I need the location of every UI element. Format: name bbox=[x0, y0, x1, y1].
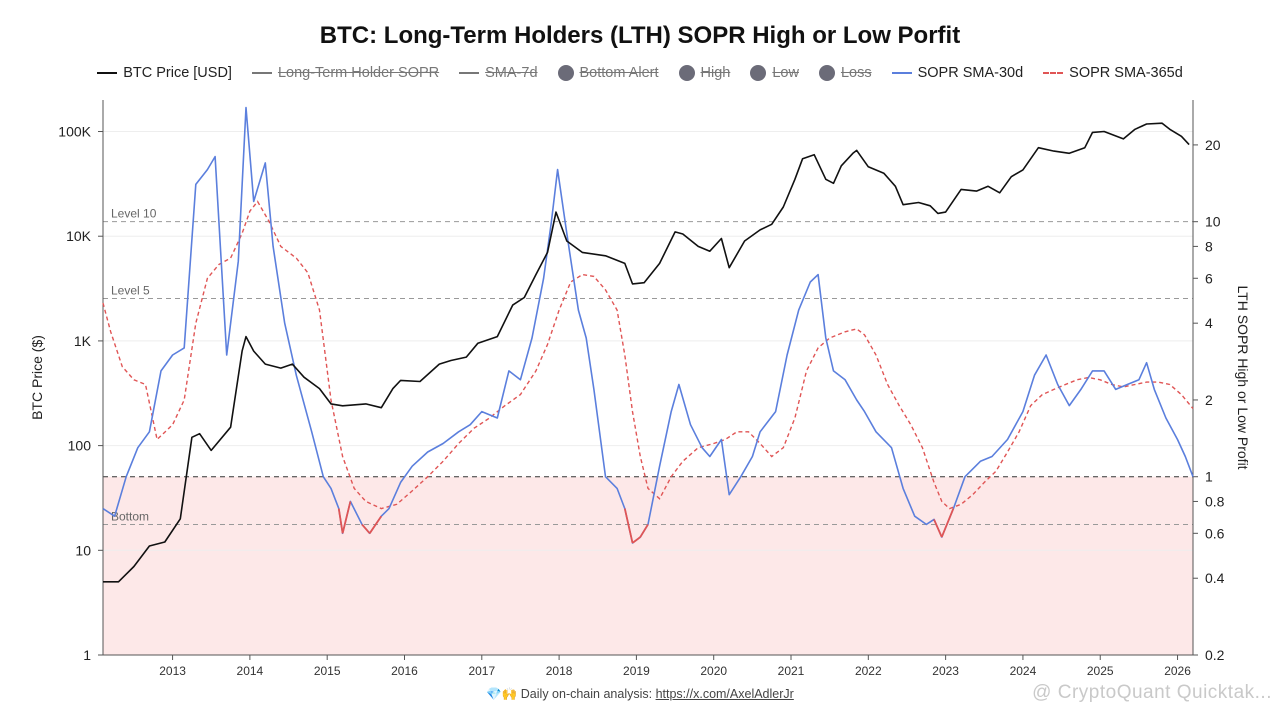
sopr-sma30-line bbox=[102, 106, 1194, 544]
left-tick-label: 10K bbox=[66, 228, 92, 244]
sopr-low-segment bbox=[623, 508, 634, 544]
x-tick-label: 2015 bbox=[314, 664, 341, 678]
level-label: Level 5 bbox=[111, 283, 150, 297]
x-tick-label: 2016 bbox=[391, 664, 418, 678]
x-tick-label: 2020 bbox=[700, 664, 727, 678]
legend-item[interactable]: BTC Price [USD] bbox=[97, 65, 232, 81]
legend-label: Loss bbox=[840, 65, 872, 81]
legend-dot-icon bbox=[818, 65, 835, 81]
x-tick-label: 2026 bbox=[1164, 664, 1191, 678]
right-tick-label: 0.4 bbox=[1205, 570, 1225, 586]
legend-dash-icon bbox=[1043, 72, 1064, 74]
x-tick-label: 2021 bbox=[778, 664, 805, 678]
sopr-low-segment bbox=[368, 515, 383, 534]
right-tick-label: 10 bbox=[1205, 214, 1221, 230]
legend-item[interactable]: SOPR SMA-30d bbox=[891, 65, 1024, 81]
level-label: Level 10 bbox=[111, 207, 157, 221]
right-tick-label: 8 bbox=[1205, 238, 1213, 254]
sopr-low-segment bbox=[933, 519, 943, 538]
footer-text: Daily on-chain analysis: bbox=[520, 687, 653, 701]
legend-label: Bottom Alert bbox=[579, 65, 659, 81]
legend-line-icon bbox=[97, 72, 118, 74]
x-tick-label: 2014 bbox=[237, 664, 264, 678]
legend-label: High bbox=[700, 65, 731, 81]
diamond-hands-icon: 💎🙌 bbox=[486, 687, 518, 701]
left-tick-label: 100K bbox=[58, 124, 91, 140]
right-tick-label: 1 bbox=[1205, 469, 1213, 485]
legend-label: BTC Price [USD] bbox=[123, 65, 232, 81]
footer: 💎🙌 Daily on-chain analysis: https://x.co… bbox=[0, 687, 1280, 702]
right-tick-label: 0.6 bbox=[1205, 525, 1225, 541]
right-tick-label: 0.2 bbox=[1205, 647, 1225, 663]
legend-label: SOPR SMA-30d bbox=[917, 65, 1024, 81]
sopr-low-segment bbox=[639, 523, 649, 538]
legend-item[interactable]: Loss bbox=[818, 65, 872, 81]
chart-title: BTC: Long-Term Holders (LTH) SOPR High o… bbox=[319, 22, 961, 49]
legend-label: Low bbox=[772, 65, 799, 81]
legend-line-icon bbox=[251, 72, 272, 74]
legend-item[interactable]: Bottom Alert bbox=[557, 65, 659, 81]
sopr-low-segment bbox=[631, 536, 641, 544]
footer-link[interactable]: https://x.com/AxelAdlerJr bbox=[655, 687, 794, 701]
right-tick-label: 6 bbox=[1205, 270, 1213, 286]
legend-line-icon bbox=[459, 72, 480, 74]
legend-line-icon bbox=[891, 72, 912, 74]
x-tick-label: 2017 bbox=[468, 664, 495, 678]
legend-dot-icon bbox=[750, 65, 767, 81]
right-tick-label: 20 bbox=[1205, 137, 1221, 153]
loss-zone bbox=[103, 476, 1193, 655]
legend-dot-icon bbox=[678, 65, 695, 81]
legend-item[interactable]: Low bbox=[750, 65, 799, 81]
legend-dot-icon bbox=[557, 65, 574, 81]
left-tick-label: 1K bbox=[74, 333, 92, 349]
legend-label: Long-Term Holder SOPR bbox=[277, 65, 440, 81]
right-axis-title: LTH SOPR High or Low Profit bbox=[1235, 285, 1251, 469]
sopr-sma365-line bbox=[102, 200, 1194, 510]
legend-item[interactable]: Long-Term Holder SOPR bbox=[251, 65, 440, 81]
x-tick-label: 2023 bbox=[932, 664, 959, 678]
sopr-low-segment bbox=[337, 508, 344, 534]
legend-item[interactable]: SMA-7d bbox=[459, 65, 538, 81]
right-tick-label: 2 bbox=[1205, 392, 1213, 408]
legend-item[interactable]: High bbox=[678, 65, 731, 81]
legend-label: SMA-7d bbox=[485, 65, 538, 81]
x-tick-label: 2019 bbox=[623, 664, 650, 678]
left-axis-title: BTC Price ($) bbox=[29, 335, 45, 420]
sopr-low-segment bbox=[361, 523, 371, 534]
x-tick-label: 2018 bbox=[546, 664, 573, 678]
level-label: Bottom bbox=[111, 509, 149, 523]
x-tick-label: 2013 bbox=[159, 664, 186, 678]
left-tick-label: 10 bbox=[75, 542, 91, 558]
legend-label: SOPR SMA-365d bbox=[1069, 65, 1183, 81]
chart-legend: BTC Price [USD] Long-Term Holder SOPR SMA-… bbox=[0, 62, 1280, 84]
x-tick-label: 2024 bbox=[1010, 664, 1037, 678]
legend-item[interactable]: SOPR SMA-365d bbox=[1043, 65, 1183, 81]
left-tick-label: 100 bbox=[68, 438, 92, 454]
sopr-low-segment bbox=[341, 501, 352, 534]
right-tick-label: 0.8 bbox=[1205, 493, 1225, 509]
x-tick-label: 2025 bbox=[1087, 664, 1114, 678]
x-tick-label: 2022 bbox=[855, 664, 882, 678]
btc-price-line bbox=[103, 122, 1190, 583]
right-tick-label: 4 bbox=[1205, 315, 1213, 331]
left-tick-label: 1 bbox=[83, 647, 91, 663]
sopr-low-segment bbox=[940, 508, 955, 538]
watermark: @ CryptoQuant Quicktak... bbox=[1032, 682, 1272, 703]
